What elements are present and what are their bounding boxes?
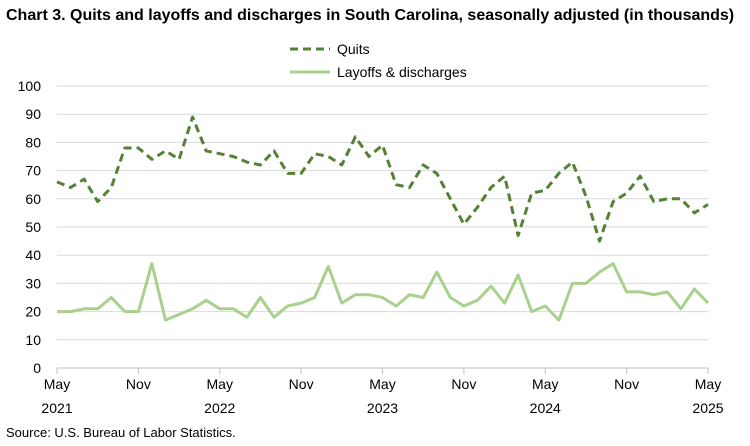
y-tick-label-100: 100 bbox=[18, 78, 42, 94]
y-tick-label-20: 20 bbox=[25, 304, 41, 320]
legend-label-layoffs-discharges: Layoffs & discharges bbox=[337, 64, 467, 80]
gridlines bbox=[57, 85, 708, 341]
y-tick-label-50: 50 bbox=[25, 219, 41, 235]
x-tick-year-2024: 2024 bbox=[530, 400, 561, 416]
legend: Quits Layoffs & discharges bbox=[290, 41, 467, 80]
x-tick-label-nov: Nov bbox=[451, 376, 476, 392]
series-lines bbox=[56, 115, 710, 322]
y-tick-label-10: 10 bbox=[25, 332, 41, 348]
x-tick-label-may: May bbox=[532, 376, 558, 392]
y-tick-label-70: 70 bbox=[25, 163, 41, 179]
y-tick-label-80: 80 bbox=[25, 134, 41, 150]
x-tick-label-may: May bbox=[44, 376, 70, 392]
chart-title: Chart 3. Quits and layoffs and discharge… bbox=[6, 7, 735, 24]
x-tick-label-nov: Nov bbox=[289, 376, 314, 392]
x-tick-label-may: May bbox=[207, 376, 233, 392]
source-note: Source: U.S. Bureau of Labor Statistics. bbox=[6, 425, 236, 440]
x-axis: May 2021 Nov May 2022 Nov May 2023 Nov May 2024 Nov… bbox=[41, 367, 724, 416]
x-tick-label-may: May bbox=[695, 376, 721, 392]
x-tick-year-2022: 2022 bbox=[204, 400, 235, 416]
x-tick-label-may: May bbox=[369, 376, 395, 392]
y-axis-tick-labels: 0 10 20 30 40 50 60 70 80 90 100 bbox=[18, 78, 42, 376]
x-tick-year-2023: 2023 bbox=[367, 400, 398, 416]
y-tick-label-40: 40 bbox=[25, 247, 41, 263]
x-tick-label-nov: Nov bbox=[126, 376, 151, 392]
y-tick-label-90: 90 bbox=[25, 106, 41, 122]
y-tick-label-30: 30 bbox=[25, 275, 41, 291]
x-tick-year-2021: 2021 bbox=[41, 400, 72, 416]
legend-label-quits: Quits bbox=[337, 41, 370, 57]
series-line-layoffs-discharges bbox=[57, 262, 710, 322]
x-tick-year-2025: 2025 bbox=[692, 400, 723, 416]
y-tick-label-0: 0 bbox=[33, 360, 41, 376]
series-line-quits bbox=[56, 115, 709, 243]
y-tick-label-60: 60 bbox=[25, 191, 41, 207]
x-tick-label-nov: Nov bbox=[614, 376, 639, 392]
